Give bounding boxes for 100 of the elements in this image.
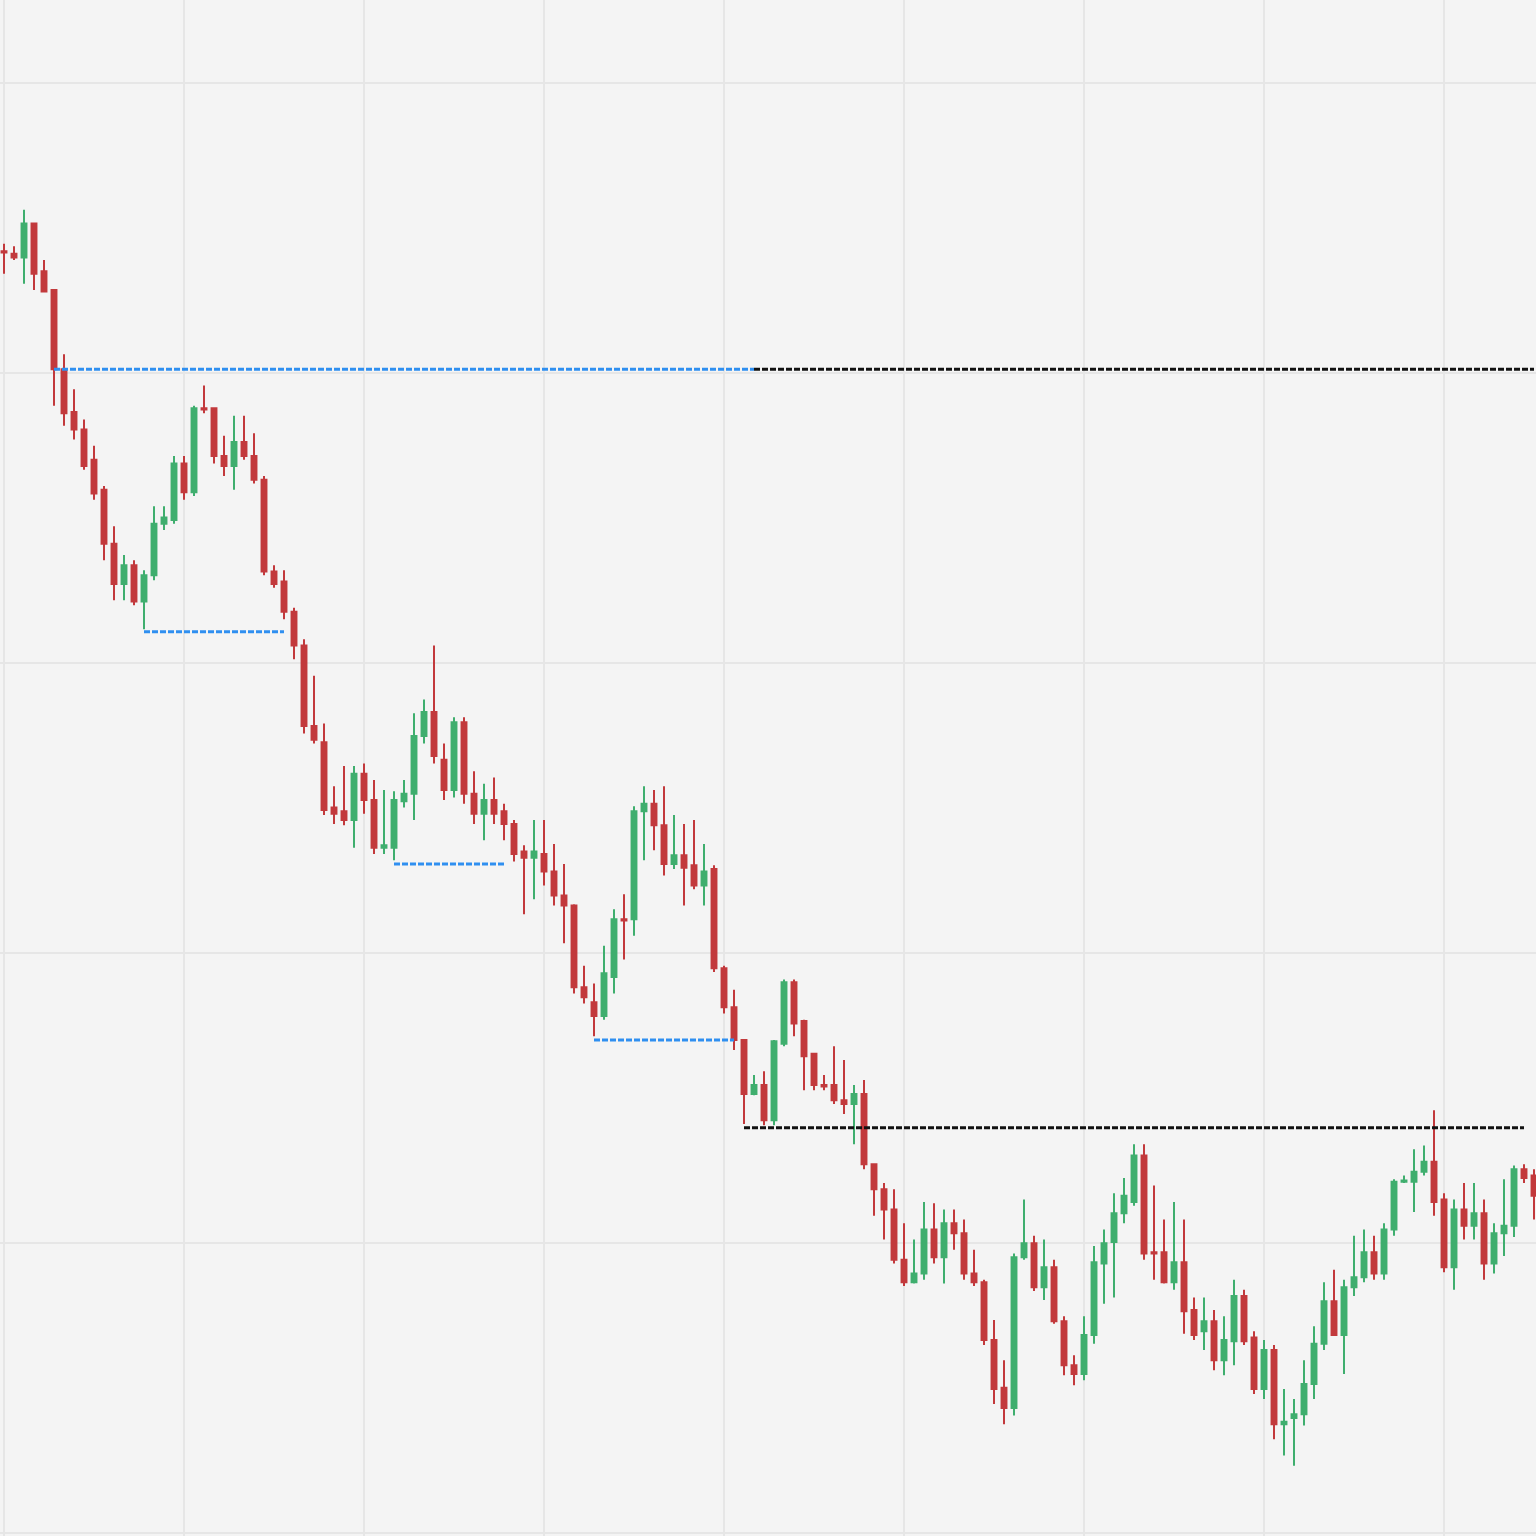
candlestick bbox=[90, 444, 98, 501]
candlestick bbox=[990, 1318, 998, 1406]
candlestick bbox=[1040, 1238, 1048, 1301]
candlestick bbox=[150, 505, 158, 582]
candlestick bbox=[490, 776, 498, 825]
candlestick bbox=[1060, 1315, 1068, 1377]
candlestick bbox=[350, 765, 358, 849]
candlestick bbox=[1180, 1218, 1188, 1335]
candlestick bbox=[540, 819, 548, 887]
candlestick bbox=[430, 644, 438, 765]
candlestick bbox=[880, 1182, 888, 1241]
candlestick bbox=[360, 762, 368, 815]
candlestick bbox=[230, 414, 238, 491]
candlestick bbox=[1070, 1354, 1078, 1387]
candlestick bbox=[250, 432, 258, 485]
candlestick bbox=[950, 1208, 958, 1251]
candlestick bbox=[290, 606, 298, 661]
candlestick bbox=[20, 208, 28, 285]
candlestick bbox=[940, 1208, 948, 1285]
candlestick bbox=[330, 785, 338, 825]
candlestick bbox=[1380, 1222, 1388, 1281]
candlestick bbox=[1110, 1192, 1118, 1299]
candlestick bbox=[510, 819, 518, 863]
candlestick bbox=[410, 712, 418, 822]
candlestick bbox=[900, 1222, 908, 1288]
candlestick bbox=[1090, 1244, 1098, 1345]
candlestick bbox=[200, 384, 208, 415]
candlestick bbox=[730, 988, 738, 1051]
candlestick bbox=[220, 434, 228, 477]
candlestick bbox=[1410, 1148, 1418, 1213]
candlestick bbox=[870, 1163, 878, 1217]
candlestick bbox=[110, 525, 118, 602]
candlestick bbox=[100, 485, 108, 562]
candlestick bbox=[560, 863, 568, 945]
candlestick bbox=[970, 1248, 978, 1288]
candlestick bbox=[420, 698, 428, 745]
candlestick bbox=[1520, 1163, 1528, 1185]
candlestick bbox=[60, 353, 68, 427]
candlestick bbox=[890, 1188, 898, 1265]
candlestick bbox=[1290, 1398, 1298, 1467]
candlestick bbox=[50, 289, 58, 407]
candlestick bbox=[590, 982, 598, 1038]
candlestick bbox=[760, 1070, 768, 1127]
candlestick bbox=[1420, 1144, 1428, 1177]
candlestick bbox=[920, 1200, 928, 1281]
candlestick bbox=[1100, 1228, 1108, 1305]
candlestick bbox=[670, 814, 678, 871]
candlestick bbox=[660, 785, 668, 877]
candlestick bbox=[1210, 1308, 1218, 1372]
candlestick bbox=[630, 805, 638, 937]
candlestick bbox=[620, 893, 628, 961]
candlestick bbox=[1470, 1182, 1478, 1241]
candlestick bbox=[520, 844, 528, 916]
candlestick bbox=[1170, 1200, 1178, 1291]
candlestick bbox=[910, 1238, 918, 1285]
candlestick bbox=[80, 418, 88, 471]
candlestick bbox=[30, 222, 38, 292]
candlestick bbox=[440, 742, 448, 802]
candlestick bbox=[1230, 1278, 1238, 1367]
candlestick bbox=[1490, 1222, 1498, 1275]
candlestick bbox=[1320, 1281, 1328, 1352]
candlestick bbox=[1330, 1268, 1338, 1337]
candlestick bbox=[800, 1018, 808, 1092]
candlestick bbox=[280, 569, 288, 621]
candlestick bbox=[390, 790, 398, 862]
candlestick bbox=[180, 454, 188, 501]
candlestick bbox=[680, 822, 688, 907]
candlestick bbox=[1460, 1182, 1468, 1241]
candlestick bbox=[690, 819, 698, 891]
candlestick bbox=[160, 505, 168, 531]
candlestick bbox=[750, 1074, 758, 1097]
candlestick bbox=[1190, 1296, 1198, 1342]
candlestick bbox=[1260, 1339, 1268, 1401]
candlestick bbox=[240, 414, 248, 461]
candlestick bbox=[400, 778, 408, 809]
candlestick bbox=[1430, 1109, 1438, 1217]
candlestick bbox=[1450, 1198, 1458, 1291]
candlestick bbox=[0, 242, 8, 275]
candlestick bbox=[310, 674, 318, 745]
candlestick bbox=[40, 258, 48, 293]
candlestick bbox=[1160, 1218, 1168, 1285]
candlestick bbox=[140, 569, 148, 631]
candlestick bbox=[830, 1045, 838, 1105]
candlestick bbox=[270, 564, 278, 589]
candlestick bbox=[1270, 1344, 1278, 1441]
candlestick bbox=[1130, 1143, 1138, 1207]
candlestick bbox=[1500, 1178, 1508, 1257]
candlestick bbox=[340, 765, 348, 827]
candlestick bbox=[1020, 1198, 1028, 1261]
candlestick bbox=[1530, 1168, 1536, 1221]
candlestick bbox=[1200, 1296, 1208, 1352]
candlestick bbox=[480, 782, 488, 842]
candlestick bbox=[1080, 1315, 1088, 1382]
candlestick bbox=[550, 842, 558, 907]
candlestick bbox=[930, 1202, 938, 1265]
candlestick bbox=[1510, 1164, 1518, 1239]
candlestick bbox=[820, 1074, 828, 1092]
candlestick bbox=[610, 908, 618, 995]
candlestick bbox=[600, 944, 608, 1021]
candlestick bbox=[380, 788, 388, 856]
